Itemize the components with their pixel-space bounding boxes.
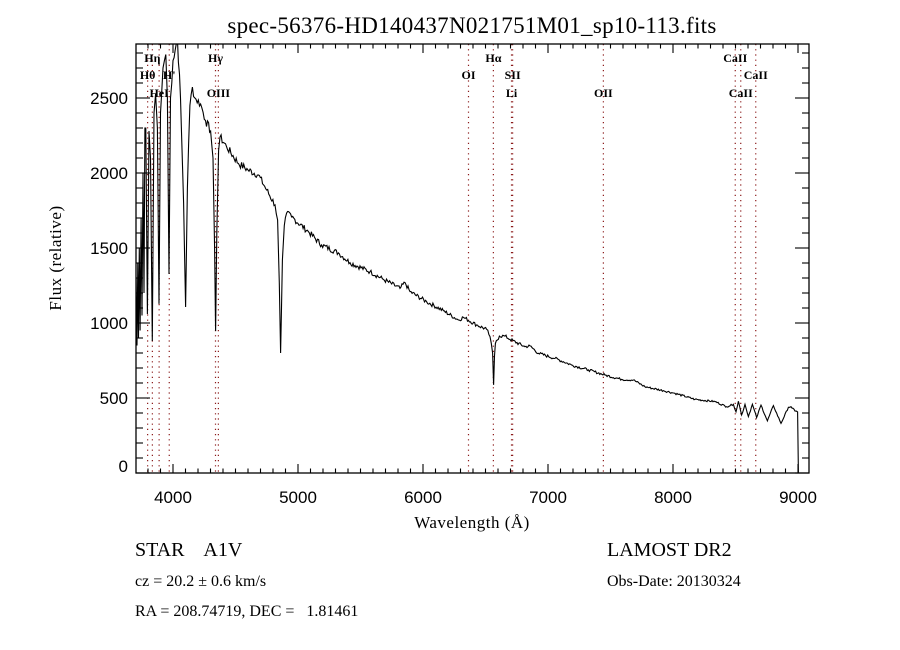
- y-tick-label: 1000: [90, 314, 128, 333]
- line-marker-label: OI: [461, 68, 475, 82]
- line-marker-label: Hη: [144, 51, 160, 65]
- chart-title: spec-56376-HD140437N021751M01_sp10-113.f…: [227, 13, 716, 38]
- object-type: STAR A1V: [135, 539, 243, 561]
- line-marker-label: OII: [594, 86, 613, 100]
- line-marker-label: Hγ: [208, 51, 223, 65]
- observation-date: Obs-Date: 20130324: [607, 573, 741, 590]
- tick-labels: 4000 5000 6000 7000 8000 9000 0 500 1000 1500 2000…: [90, 89, 817, 507]
- line-marker-label: CaII: [744, 68, 768, 82]
- y-tick-label: 2000: [90, 164, 128, 183]
- x-tick-label: 6000: [404, 488, 442, 507]
- x-tick-label: 7000: [529, 488, 567, 507]
- y-tick-label: 0: [119, 457, 128, 476]
- line-marker-label: Hθ: [140, 68, 156, 82]
- y-tick-label: 2500: [90, 89, 128, 108]
- y-axis-label: Flux (relative): [46, 205, 65, 310]
- y-tick-label: 500: [100, 389, 128, 408]
- line-marker-label: H': [163, 68, 176, 82]
- line-marker-label: CaII: [729, 86, 753, 100]
- line-marker-label: SII: [505, 68, 521, 82]
- line-marker-label: HeI: [149, 86, 169, 100]
- x-tick-label: 5000: [279, 488, 317, 507]
- line-marker-labels: Hη Hθ H' HeI Hγ OIII Hα OI SII Li OII CaII CaII CaII: [140, 51, 768, 100]
- x-axis-label: Wavelength (Å): [414, 513, 530, 532]
- line-markers: [147, 44, 757, 473]
- series-line-spectrum: [136, 44, 799, 473]
- x-tick-label: 9000: [779, 488, 817, 507]
- line-marker-label: Li: [506, 86, 518, 100]
- coordinates: RA = 208.74719, DEC = 1.81461: [135, 603, 359, 620]
- line-marker-label: Hα: [485, 51, 501, 65]
- survey-name: LAMOST DR2: [607, 539, 732, 561]
- y-tick-label: 1500: [90, 239, 128, 258]
- axis-ticks: [136, 44, 809, 474]
- series-group: [136, 44, 799, 473]
- plot-frame: [135, 43, 810, 474]
- line-marker-label: OIII: [207, 86, 231, 100]
- line-marker-label: CaII: [723, 51, 747, 65]
- redshift-value: cz = 20.2 ± 0.6 km/s: [135, 573, 267, 590]
- x-tick-label: 8000: [654, 488, 692, 507]
- x-tick-label: 4000: [154, 488, 192, 507]
